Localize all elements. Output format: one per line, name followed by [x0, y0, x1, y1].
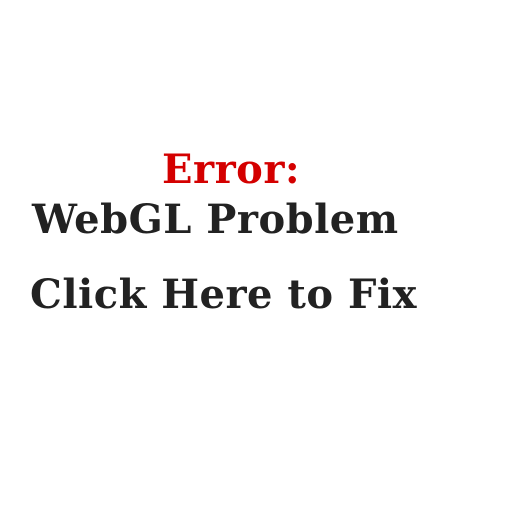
error-headline: WebGL Problem [32, 196, 399, 243]
fix-link[interactable]: Click Here to Fix [30, 271, 417, 318]
error-label: Error: [162, 146, 301, 193]
